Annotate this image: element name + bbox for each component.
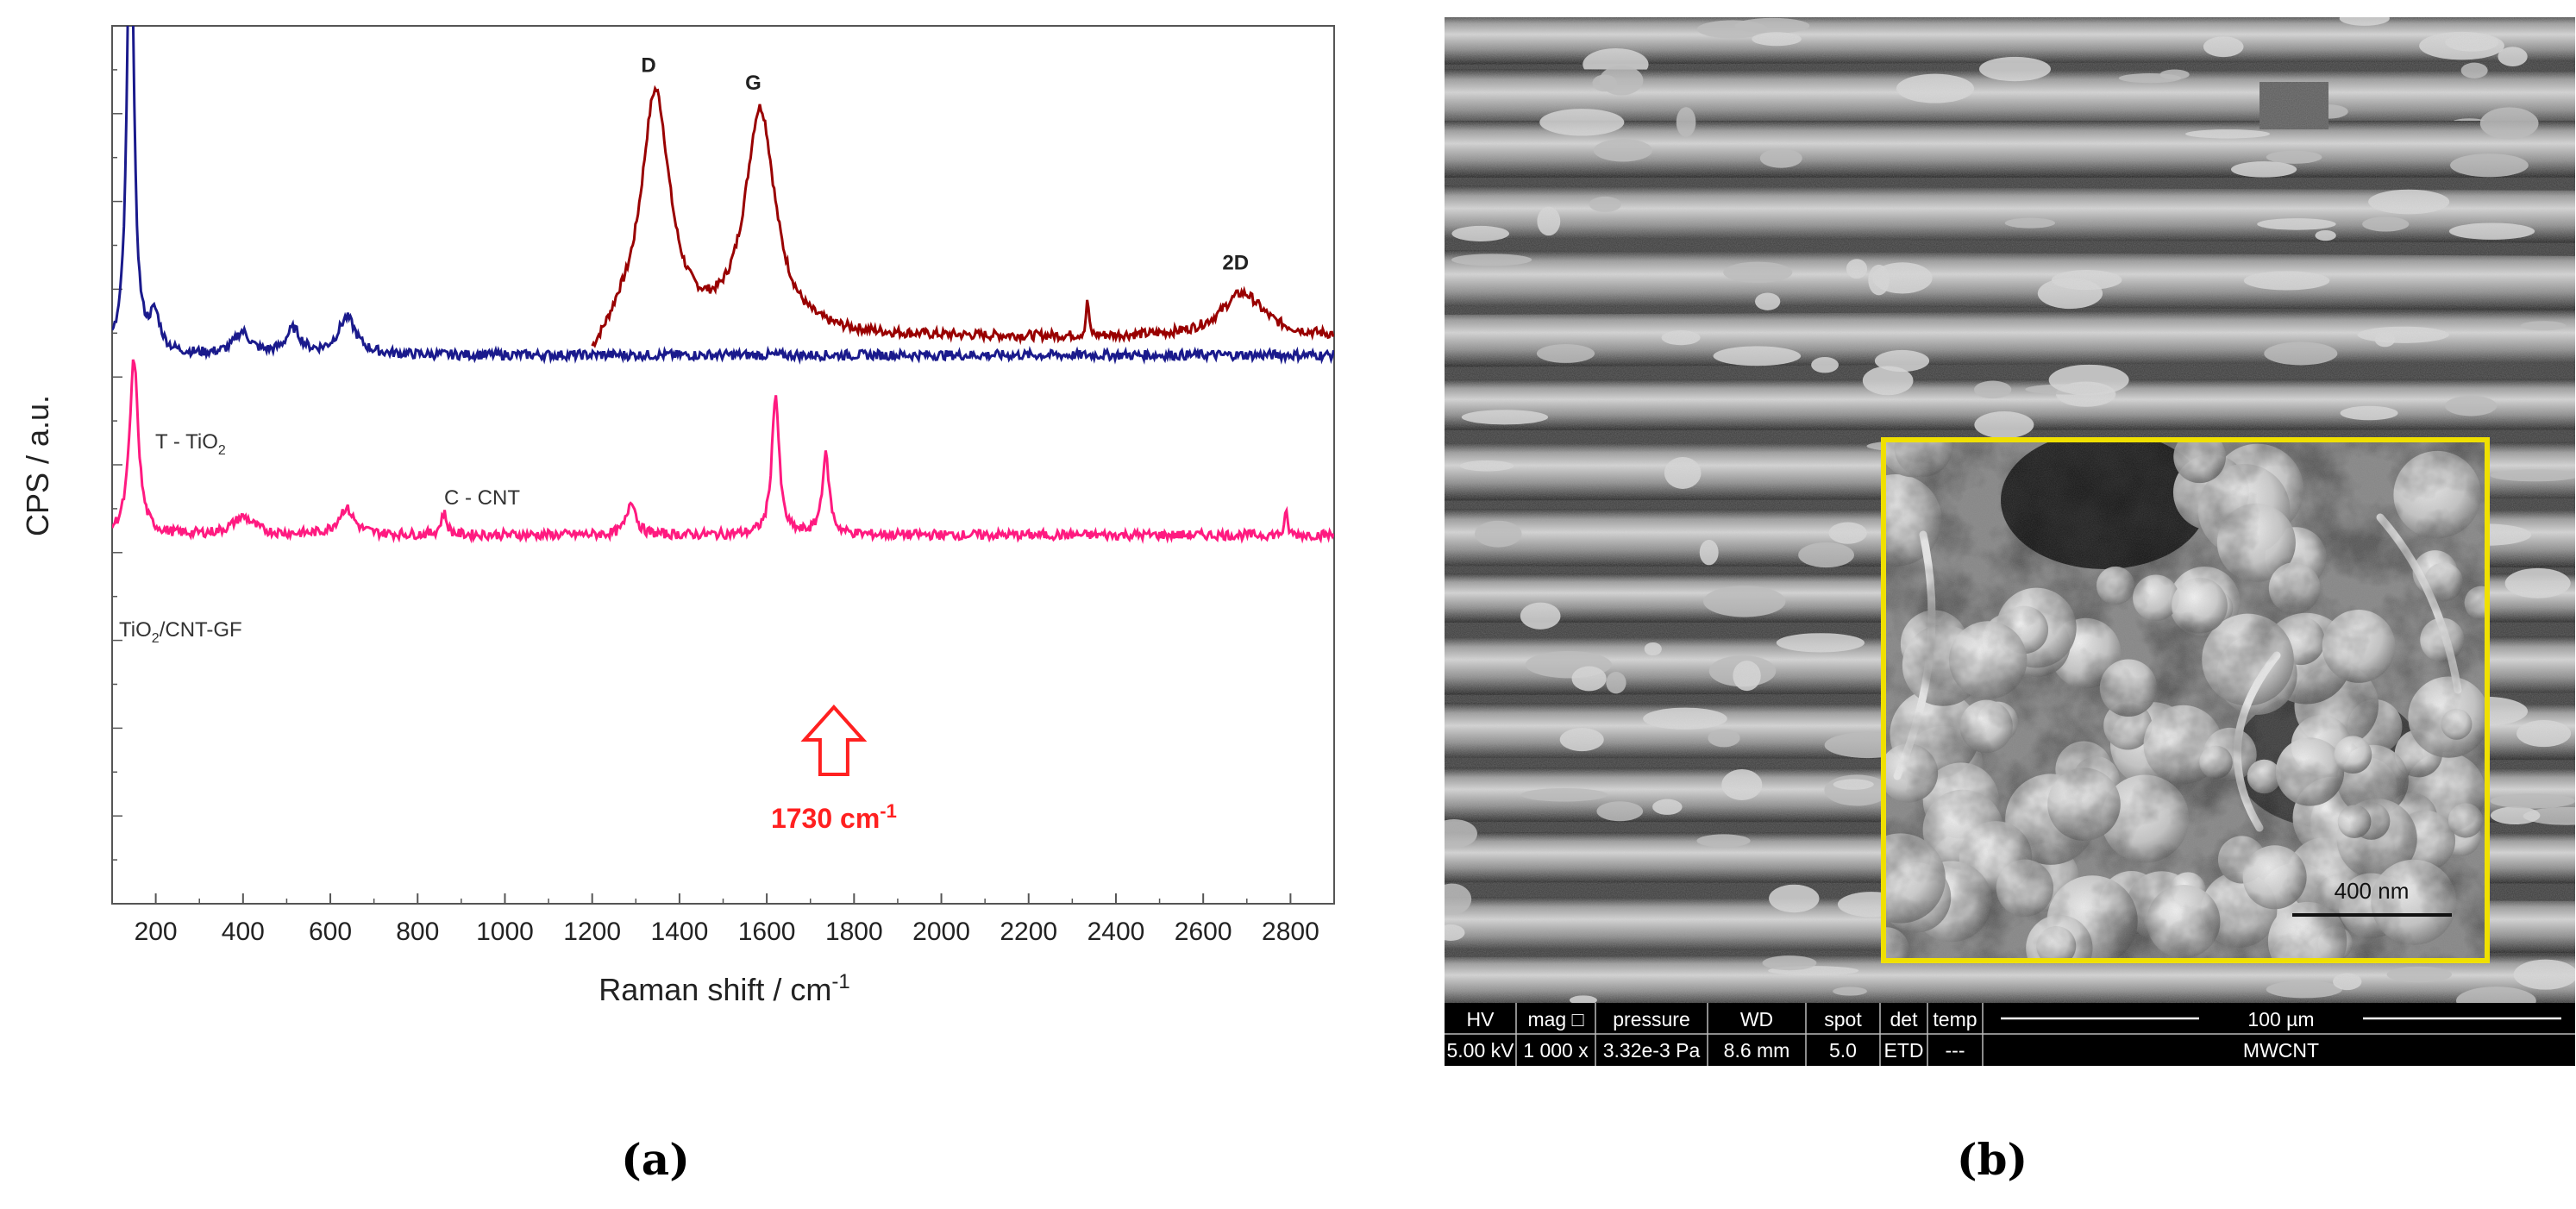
databar-value: 5.0 xyxy=(1829,1039,1857,1062)
databar-header: pressure xyxy=(1613,1008,1689,1030)
peak-label-g: G xyxy=(745,72,762,95)
series-label-1: T - TiO2 xyxy=(155,430,226,458)
databar-value: 3.32e-3 Pa xyxy=(1603,1039,1701,1062)
series-label-2: TiO2/CNT-GF xyxy=(119,618,242,646)
up-arrow-icon xyxy=(800,705,868,776)
series-line-0 xyxy=(591,85,1334,348)
series-labels: C - CNT T - TiO2 TiO2/CNT-GF xyxy=(119,430,520,646)
series-line-1 xyxy=(112,26,1334,366)
databar-value: ETD xyxy=(1884,1039,1924,1062)
x-tick-label: 1600 xyxy=(738,918,796,946)
databar-value: 5.00 kV xyxy=(1447,1039,1515,1062)
databar-header: spot xyxy=(1824,1008,1862,1030)
annotation-label: 1730 cm-1 xyxy=(771,800,897,834)
sem-inset: 400 nm xyxy=(1881,437,2490,963)
series-line-2 xyxy=(112,359,1334,545)
annotation-1730: 1730 cm-1 xyxy=(771,705,897,834)
x-tick-label: 200 xyxy=(135,918,178,946)
sem-sample-name: MWCNT xyxy=(2243,1039,2319,1062)
scale-label-bg xyxy=(2199,1007,2363,1031)
peak-label-2d: 2D xyxy=(1222,251,1249,274)
x-tick-label: 800 xyxy=(396,918,439,946)
series-lines xyxy=(112,26,1334,545)
x-tick-label: 1400 xyxy=(651,918,709,946)
x-axis-label: Raman shift / cm-1 xyxy=(599,970,849,1007)
databar-header: HV xyxy=(1467,1008,1495,1030)
sem-scale-label: 100 µm xyxy=(2247,1008,2314,1030)
peak-labels: D G 2D xyxy=(641,53,1249,274)
x-axis-ticks: 200 400 600 800 1000 1200 1400 1600 1800 2000 2200… xyxy=(111,893,1335,946)
x-tick-label: 1800 xyxy=(825,918,883,946)
x-tick-label: 1000 xyxy=(476,918,534,946)
peak-label-d: D xyxy=(641,53,655,77)
databar-value: 8.6 mm xyxy=(1724,1039,1790,1062)
x-tick-label: 600 xyxy=(309,918,352,946)
x-tick-label: 2600 xyxy=(1175,918,1232,946)
panel-label-b: (b) xyxy=(1957,1134,2028,1185)
databar-value: --- xyxy=(1946,1039,1965,1062)
inset-scale-bar-label: 400 nm xyxy=(2335,878,2410,904)
sem-databar: HV 5.00 kV mag □ 1 000 x pressure 3.32e-3 Pa W… xyxy=(1445,1003,2575,1066)
x-tick-label: 2000 xyxy=(912,918,970,946)
series-label-0: C - CNT xyxy=(444,486,520,510)
y-axis-label: CPS / a.u. xyxy=(20,395,55,536)
plot-frame xyxy=(111,25,1335,905)
x-tick-label: 2800 xyxy=(1262,918,1319,946)
inset-grain xyxy=(1883,440,2487,961)
x-tick-label: 1200 xyxy=(563,918,621,946)
sem-micrograph: 400 nm HV 5.00 kV mag □ 1 000 x pressure 3.32… xyxy=(1445,17,2575,1066)
panel-label-a: (a) xyxy=(621,1134,690,1185)
x-tick-label: 2200 xyxy=(1000,918,1057,946)
x-tick-label: 400 xyxy=(222,918,265,946)
raman-chart: 200 400 600 800 1000 1200 1400 1600 1800 2000 2200… xyxy=(20,25,1335,1007)
databar-header: WD xyxy=(1740,1008,1773,1030)
databar-value: 1 000 x xyxy=(1523,1039,1589,1062)
databar-header: det xyxy=(1890,1008,1919,1030)
y-axis-ticks xyxy=(112,25,122,905)
databar-header: temp xyxy=(1933,1008,1977,1030)
databar-header: mag □ xyxy=(1527,1008,1583,1030)
x-tick-label: 2400 xyxy=(1087,918,1145,946)
inset-border xyxy=(1881,437,2490,963)
